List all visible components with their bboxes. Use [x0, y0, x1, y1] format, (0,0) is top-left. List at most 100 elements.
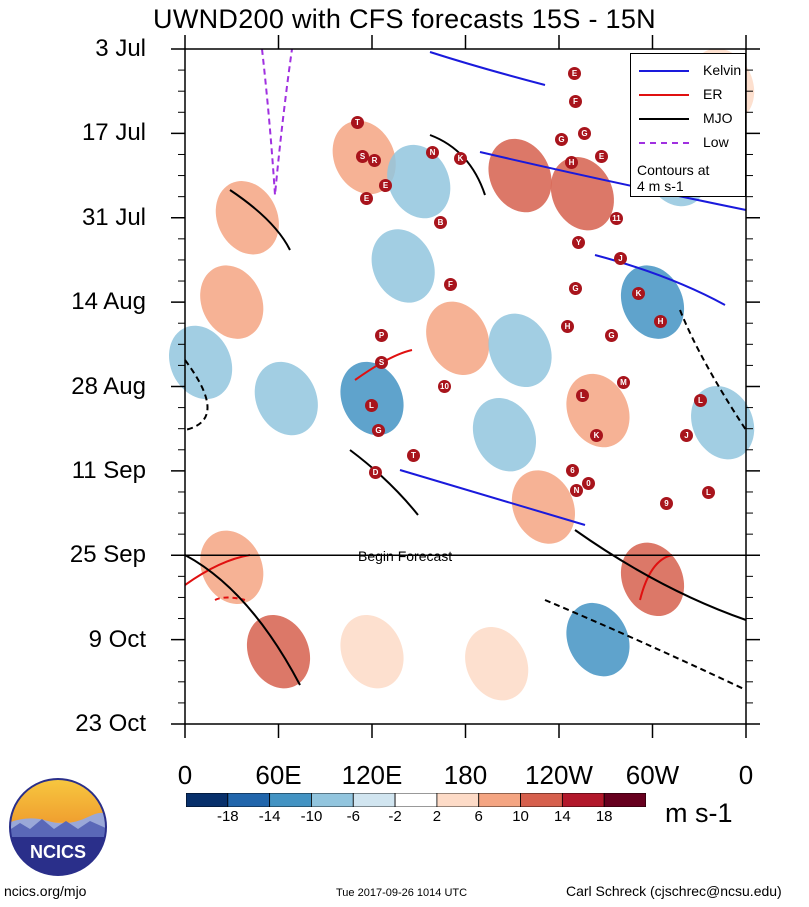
anomaly-blob-5: [387, 144, 451, 219]
anomaly-blob-3: [254, 361, 318, 436]
x-tick-label: 0: [177, 760, 193, 790]
storm-marker: L: [702, 486, 715, 499]
er-contour-3: [639, 554, 673, 601]
storm-marker: P: [375, 329, 388, 342]
storm-marker: 0: [582, 477, 595, 490]
storm-marker: 9: [660, 497, 673, 510]
storm-marker: Y: [572, 236, 585, 249]
storm-marker: E: [379, 179, 392, 192]
logo-text: NCICS: [29, 842, 86, 862]
storm-marker: H: [565, 156, 578, 169]
x-tick-label: 60W: [625, 760, 680, 790]
mjo-contour-1: [229, 189, 291, 251]
colorbar-level-label: 14: [554, 808, 571, 825]
storm-marker: R: [368, 154, 381, 167]
y-tick-label: 23 Oct: [75, 710, 146, 737]
y-tick-label: 31 Jul: [81, 203, 146, 231]
colorbar-level-label: -6: [346, 808, 360, 825]
colorbar-level-label: -14: [258, 808, 281, 825]
storm-marker: G: [372, 424, 385, 437]
y-tick-label: 25 Sep: [69, 541, 146, 569]
kelvin-contour-2: [479, 151, 747, 211]
mjo-contour-dashed-2: [184, 359, 209, 431]
anomaly-blob-0: [215, 181, 279, 255]
colorbar-swatch: [520, 793, 563, 807]
y-tick-label: 28 Aug: [71, 372, 146, 400]
anomaly-blob-22: [465, 627, 529, 701]
colorbar-level-label: 2: [432, 808, 442, 825]
y-tick-label: 9 Oct: [88, 625, 146, 653]
storm-marker: G: [555, 133, 568, 146]
kelvin-contour-1: [429, 51, 546, 86]
chart-title: UWND200 with CFS forecasts 15S - 15N: [153, 4, 656, 34]
storm-marker: T: [407, 449, 420, 462]
anomaly-blob-17: [200, 530, 264, 605]
storm-marker: L: [365, 399, 378, 412]
anomaly-blob-1: [200, 265, 264, 339]
footer-url[interactable]: ncics.org/mjo: [4, 883, 87, 899]
legend-label: Kelvin: [703, 62, 742, 78]
x-tick-label: 120W: [525, 760, 593, 790]
y-tick-label: 14 Aug: [71, 288, 146, 316]
anomaly-blob-24: [691, 385, 755, 460]
anomaly-blob-6: [371, 229, 435, 303]
storm-marker: L: [694, 394, 707, 407]
storm-marker: F: [569, 95, 582, 108]
storm-marker: K: [590, 429, 603, 442]
anomaly-blob-9: [488, 313, 552, 388]
contour-note: Contours at 4 m s-1: [637, 162, 709, 194]
storm-marker: E: [568, 67, 581, 80]
colorbar-level-label: -18: [216, 808, 239, 825]
colorbar-swatch: [186, 793, 229, 807]
anomaly-blob-13: [620, 265, 685, 339]
anomaly-blob-11: [550, 156, 614, 231]
colorbar-units: m s-1: [665, 798, 733, 828]
legend-label: MJO: [703, 110, 733, 126]
mjo-contour-5: [184, 554, 301, 686]
colorbar-level-label: -10: [300, 808, 323, 825]
storm-marker: 10: [438, 380, 451, 393]
mjo-contour-dashed-1: [544, 599, 747, 691]
legend-label: ER: [703, 86, 723, 102]
storm-marker: E: [595, 150, 608, 163]
storm-marker: G: [605, 329, 618, 342]
storm-marker: L: [576, 389, 589, 402]
x-tick-label: 60E: [255, 760, 302, 790]
legend: Kelvin ER MJO Low Contours at 4 m s-1: [630, 53, 746, 197]
x-tick-label: 0: [738, 760, 754, 790]
storm-marker: F: [444, 278, 457, 291]
colorbar: [186, 793, 646, 807]
storm-marker: 11: [610, 212, 623, 225]
storm-marker: K: [632, 287, 645, 300]
footer-timestamp: Tue 2017-09-26 1014 UTC: [336, 887, 468, 899]
x-tick-label: 120E: [341, 760, 403, 790]
legend-line: [639, 118, 689, 120]
er-contour-2: [184, 554, 251, 586]
anomaly-blob-18: [246, 614, 311, 689]
colorbar-level-label: 18: [595, 808, 613, 825]
colorbar-swatch: [352, 793, 396, 807]
colorbar-swatch: [269, 793, 312, 807]
legend-line: [639, 94, 689, 96]
kelvin-contour-3: [399, 469, 586, 526]
kelvin-contour-4: [594, 254, 726, 306]
colorbar-swatch: [394, 793, 438, 807]
storm-marker: J: [614, 252, 627, 265]
colorbar-swatch: [227, 793, 271, 807]
contour-note-line-1: Contours at: [637, 162, 710, 178]
mjo-contour-3: [349, 449, 419, 516]
colorbar-swatch: [603, 793, 646, 807]
anomaly-blob-8: [426, 301, 490, 375]
colorbar-swatch: [311, 793, 354, 807]
storm-marker: D: [369, 466, 382, 479]
contour-note-line-2: 4 m s-1: [637, 178, 684, 194]
storm-marker: K: [454, 152, 467, 165]
y-tick-label: 17 Jul: [81, 119, 146, 147]
storm-marker: N: [570, 484, 583, 497]
legend-line: [639, 70, 689, 72]
storm-marker: G: [578, 127, 591, 140]
y-tick-label: 3 Jul: [95, 35, 146, 62]
footer-author: Carl Schreck (cjschrec@ncsu.edu): [566, 883, 782, 899]
storm-marker: S: [375, 356, 388, 369]
anomaly-blob-15: [511, 470, 575, 544]
